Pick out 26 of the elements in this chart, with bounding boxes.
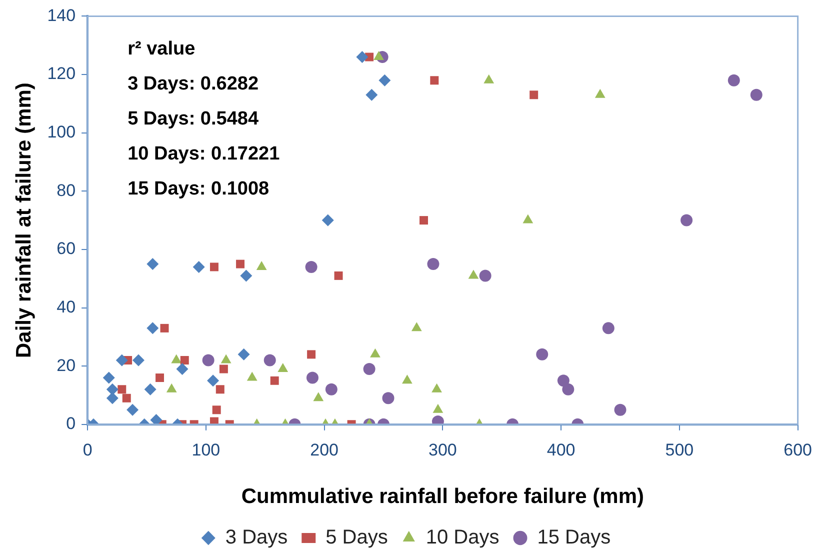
- y-tick-label: 0: [66, 414, 76, 434]
- x-axis-title: Cummulative rainfall before failure (mm): [241, 485, 644, 508]
- x-tick-label: 600: [784, 440, 812, 460]
- y-tick-label: 60: [56, 239, 76, 258]
- x-tick-label: 0: [82, 440, 92, 460]
- y-tick-label: 140: [47, 6, 76, 25]
- annotation: 5 Days: 0.5484: [128, 108, 259, 130]
- x-tick-label: 100: [192, 440, 220, 460]
- y-tick-label: 80: [56, 180, 76, 200]
- legend-label: 15 Days: [537, 526, 611, 549]
- y-tick-label: 100: [47, 122, 76, 142]
- legend-label: 5 Days: [326, 526, 388, 549]
- x-tick-label: 200: [310, 440, 339, 460]
- y-tick-label: 120: [47, 64, 76, 84]
- y-tick-label: 20: [56, 356, 76, 375]
- y-tick-label: 40: [56, 297, 76, 316]
- annotation: 15 Days: 0.1008: [128, 178, 270, 200]
- legend-label: 10 Days: [426, 526, 500, 549]
- x-tick-label: 400: [546, 440, 576, 460]
- legend-label: 3 Days: [225, 526, 288, 549]
- x-tick-label: 500: [665, 440, 694, 460]
- annotation: 10 Days: 0.17221: [128, 143, 280, 164]
- y-axis-title: Daily rainfall at failure (mm): [12, 82, 36, 358]
- x-tick-label: 300: [428, 440, 457, 460]
- annotation: 3 Days: 0.6282: [128, 73, 259, 94]
- annotation: r² value: [128, 38, 196, 60]
